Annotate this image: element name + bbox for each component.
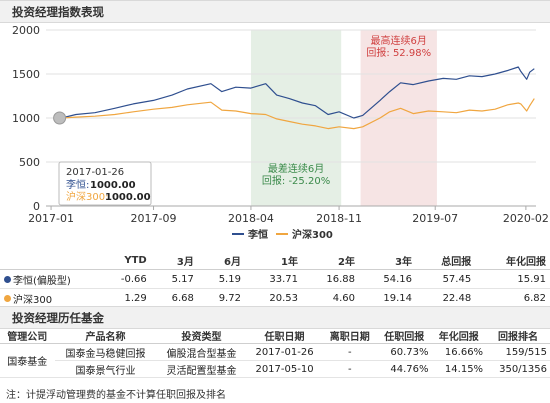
section-title: 投资经理指数表现 bbox=[12, 5, 104, 19]
perf-cell: 16.88 bbox=[301, 269, 360, 289]
tooltip-label: 李恒: bbox=[66, 178, 89, 191]
footnote: 注：计提浮动管理费的基金不计算任职回报及排名 bbox=[6, 390, 226, 401]
start-point-marker bbox=[53, 111, 67, 125]
perf-cell: 19.14 bbox=[359, 288, 417, 308]
section-title: 投资经理历任基金 bbox=[12, 311, 104, 325]
fund-table-row: 国泰景气行业 灵活配置型基金 2017-05-10-44.76% 14.15% 350/… bbox=[0, 360, 550, 378]
legend-label: 李恒 bbox=[247, 228, 268, 241]
perf-cell: 6.68 bbox=[150, 288, 198, 308]
perf-header-cell bbox=[0, 251, 98, 270]
fund-cell: 44.76% bbox=[377, 360, 432, 378]
fund-name-cell[interactable]: 国泰金马稳健回报 bbox=[54, 343, 157, 361]
tooltip-label: 沪深300: bbox=[66, 190, 108, 203]
perf-header-cell: 3年 bbox=[359, 251, 417, 270]
perf-header-cell: 1年 bbox=[244, 251, 302, 270]
perf-cell: 5.19 bbox=[197, 269, 245, 289]
fund-cell: 60.73% bbox=[377, 343, 432, 361]
perf-header-cell: 年化回报 bbox=[475, 251, 550, 270]
fund-header-cell: 投资类型 bbox=[156, 327, 247, 344]
perf-cell: 15.91 bbox=[475, 269, 550, 289]
x-tick-label: 2020-02 bbox=[503, 212, 549, 225]
fund-cell: 2017-05-10 bbox=[246, 360, 323, 378]
band-label: 最高连续6月 bbox=[371, 34, 427, 47]
perf-header-cell: 2年 bbox=[301, 251, 360, 270]
perf-cell: 33.71 bbox=[244, 269, 302, 289]
perf-cell: 4.60 bbox=[301, 288, 360, 308]
perf-header-cell: 6月 bbox=[197, 251, 245, 270]
series-dot-icon bbox=[4, 276, 11, 283]
y-tick-label: 1500 bbox=[12, 68, 40, 81]
fund-cell: 偏股混合型基金 bbox=[156, 343, 247, 361]
perf-header-cell: 3月 bbox=[150, 251, 198, 270]
x-tick-label: 2017-01 bbox=[28, 212, 74, 225]
perf-row-name: 李恒(偏股型) bbox=[0, 269, 98, 289]
x-tick-label: 2017-09 bbox=[131, 212, 177, 225]
fund-history-table: 管理公司 产品名称 投资类型 任职日期 离职日期 任职回报 年化回报 回报排名 国泰基金 国泰金… bbox=[0, 327, 550, 378]
perf-cell: 20.53 bbox=[244, 288, 302, 308]
perf-header-cell: YTD bbox=[98, 251, 151, 270]
tooltip-value: 1000.00 bbox=[90, 180, 136, 191]
index-performance-chart: 0 500 1000 1500 2000 2017-01 2017-09 2018-04 201… bbox=[12, 24, 549, 241]
fund-header-cell: 回报排名 bbox=[486, 327, 550, 344]
fund-name-cell[interactable]: 国泰景气行业 bbox=[54, 360, 157, 378]
performance-table-header: YTD 3月 6月 1年 2年 3年 总回报 年化回报 bbox=[0, 251, 550, 270]
legend-label: 沪深300 bbox=[292, 228, 333, 241]
perf-cell: 57.45 bbox=[416, 269, 476, 289]
fund-table-header: 管理公司 产品名称 投资类型 任职日期 离职日期 任职回报 年化回报 回报排名 bbox=[0, 327, 550, 344]
y-tick-label: 500 bbox=[19, 156, 40, 169]
fund-cell: 350/1356 bbox=[486, 360, 550, 378]
performance-table: YTD 3月 6月 1年 2年 3年 总回报 年化回报 李恒(偏股型) -0.66 5.17 5.1… bbox=[0, 251, 550, 308]
section-header-index: 投资经理指数表现 bbox=[0, 0, 550, 23]
y-tick-label: 2000 bbox=[12, 24, 40, 37]
perf-header-cell: 总回报 bbox=[416, 251, 476, 270]
perf-table-row: 沪深300 1.29 6.68 9.72 20.53 4.60 19.14 22.48 6.82 bbox=[0, 288, 550, 308]
fund-header-cell: 产品名称 bbox=[54, 327, 157, 344]
perf-cell: 6.82 bbox=[475, 288, 550, 308]
band-label: 最差连续6月 bbox=[268, 162, 324, 175]
section-header-funds: 投资经理历任基金 bbox=[0, 306, 550, 329]
fund-cell: 16.66% bbox=[431, 343, 487, 361]
series-line-index bbox=[61, 98, 535, 130]
fund-header-cell: 离职日期 bbox=[322, 327, 378, 344]
perf-cell: -0.66 bbox=[98, 269, 151, 289]
perf-cell: 54.16 bbox=[359, 269, 417, 289]
tooltip-date: 2017-01-26 bbox=[66, 167, 124, 178]
perf-cell: 5.17 bbox=[150, 269, 198, 289]
fund-table-row: 国泰基金 国泰金马稳健回报 偏股混合型基金 2017-01-26-60.73% 16.6… bbox=[0, 343, 550, 378]
fund-cell: 14.15% bbox=[431, 360, 487, 378]
fund-cell: 159/515 bbox=[486, 343, 550, 361]
series-dot-icon bbox=[4, 295, 11, 302]
fund-header-cell: 管理公司 bbox=[0, 327, 55, 344]
tooltip-box bbox=[58, 161, 152, 206]
fund-header-cell: 任职日期 bbox=[246, 327, 323, 344]
fund-cell: - bbox=[322, 360, 378, 378]
fund-header-cell: 年化回报 bbox=[431, 327, 487, 344]
perf-cell: 1.29 bbox=[98, 288, 151, 308]
series-line-manager bbox=[61, 66, 535, 119]
x-tick-label: 2019-07 bbox=[412, 212, 458, 225]
perf-table-row: 李恒(偏股型) -0.66 5.17 5.19 33.71 16.88 54.16 57.45… bbox=[0, 269, 550, 289]
y-tick-label: 1000 bbox=[12, 112, 40, 125]
fund-header-cell: 任职回报 bbox=[377, 327, 432, 344]
fund-cell: 灵活配置型基金 bbox=[156, 360, 247, 378]
x-tick-label: 2018-04 bbox=[228, 212, 274, 225]
y-tick-label: 0 bbox=[33, 200, 40, 213]
perf-cell: 9.72 bbox=[197, 288, 245, 308]
fund-cell: - bbox=[322, 343, 378, 361]
x-tick-label: 2018-11 bbox=[316, 212, 362, 225]
band-return-label: 回报: -25.20% bbox=[262, 174, 330, 187]
perf-row-name: 沪深300 bbox=[0, 288, 98, 308]
fund-company-cell: 国泰基金 bbox=[0, 343, 55, 378]
band-return-label: 回报: 52.98% bbox=[366, 46, 431, 59]
perf-cell: 22.48 bbox=[416, 288, 476, 308]
tooltip-value: 1000.00 bbox=[105, 192, 151, 203]
fund-cell: 2017-01-26 bbox=[246, 343, 323, 361]
